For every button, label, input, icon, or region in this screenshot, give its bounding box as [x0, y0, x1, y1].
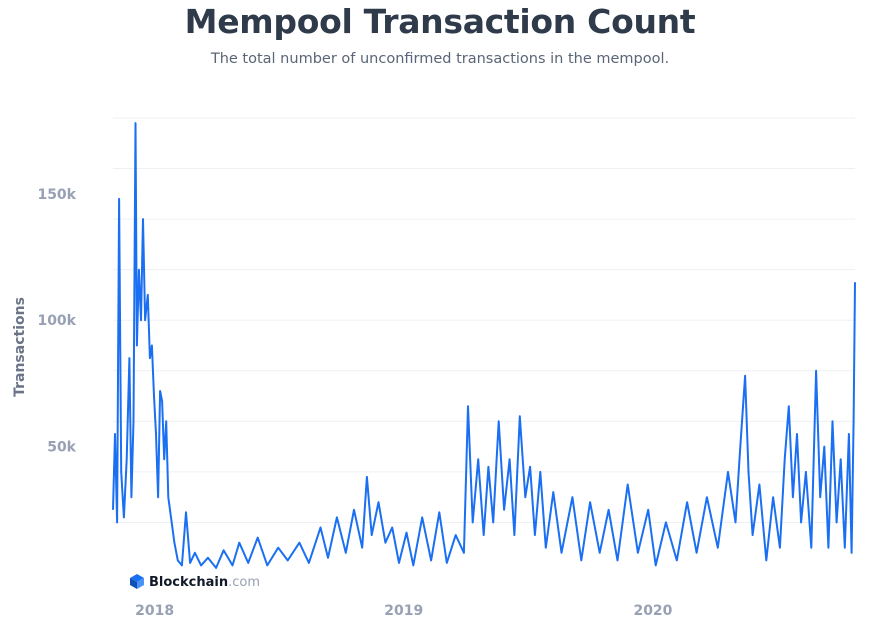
blockchain-logo: Blockchain.com [130, 574, 260, 590]
x-axis-ticks: 2018 2019 2020 [135, 603, 673, 619]
x-tick-label: 2020 [633, 603, 672, 619]
x-tick-label: 2018 [135, 603, 174, 619]
brand-name: Blockchain.com [149, 575, 260, 590]
x-tick-label: 2019 [384, 603, 423, 619]
y-axis-ticks: 50k 100k 150k [37, 187, 76, 456]
chart-title: Mempool Transaction Count [184, 2, 696, 41]
brand-main: Blockchain [149, 575, 228, 590]
cube-icon [130, 574, 144, 589]
y-tick-label: 150k [37, 187, 76, 203]
grid-lines [113, 117, 855, 523]
y-tick-label: 100k [37, 313, 76, 329]
brand-suffix: .com [228, 575, 260, 590]
y-axis-label: Transactions [12, 297, 28, 397]
series-line [112, 122, 856, 569]
y-tick-label: 50k [47, 440, 76, 456]
chart-subtitle: The total number of unconfirmed transact… [210, 51, 670, 67]
